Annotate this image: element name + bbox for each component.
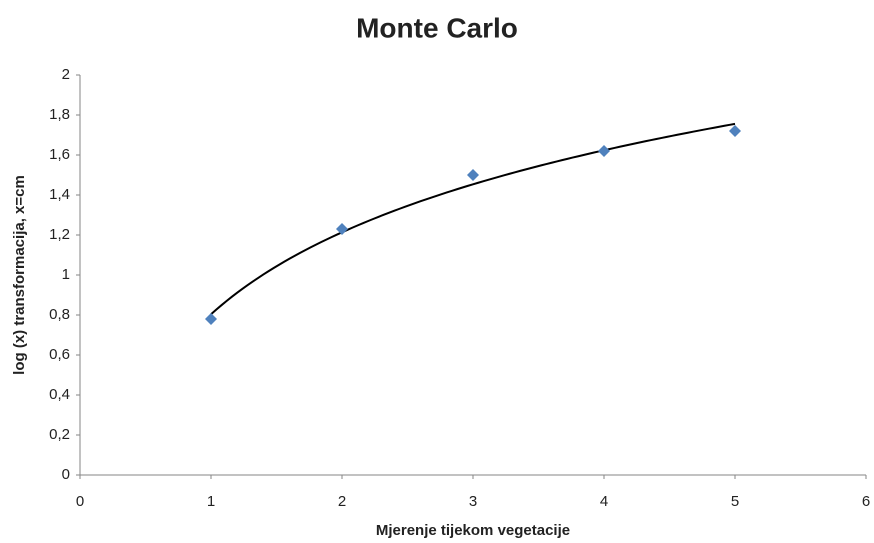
trendline	[210, 122, 736, 316]
y-tick-label: 0,8	[49, 306, 70, 323]
y-tick-label: 1,4	[49, 186, 70, 203]
x-tick-label: 5	[731, 493, 739, 510]
y-tick-label: 0,6	[49, 346, 70, 363]
y-axis-label: log (x) transformacija, x=cm	[11, 175, 28, 375]
y-tick-label: 1,2	[49, 226, 70, 243]
x-axis-label: Mjerenje tijekom vegetacije	[376, 522, 570, 539]
x-tick-label: 3	[469, 493, 477, 510]
x-tick-label: 6	[862, 493, 870, 510]
y-tick-label: 1	[62, 266, 70, 283]
x-tick-label: 1	[207, 493, 215, 510]
x-tick-label: 2	[338, 493, 346, 510]
data-point	[729, 125, 741, 137]
y-tick-label: 0,4	[49, 386, 70, 403]
data-point	[336, 223, 348, 235]
data-point	[205, 313, 217, 325]
data-point	[467, 169, 479, 181]
y-tick-label: 0,2	[49, 426, 70, 443]
x-tick-label: 4	[600, 493, 608, 510]
y-tick-label: 2	[62, 66, 70, 83]
y-tick-label: 1,6	[49, 146, 70, 163]
y-tick-label: 1,8	[49, 106, 70, 123]
x-tick-label: 0	[76, 493, 84, 510]
chart-title: Monte Carlo	[356, 12, 518, 43]
data-point	[598, 145, 610, 157]
y-tick-label: 0	[62, 466, 70, 483]
